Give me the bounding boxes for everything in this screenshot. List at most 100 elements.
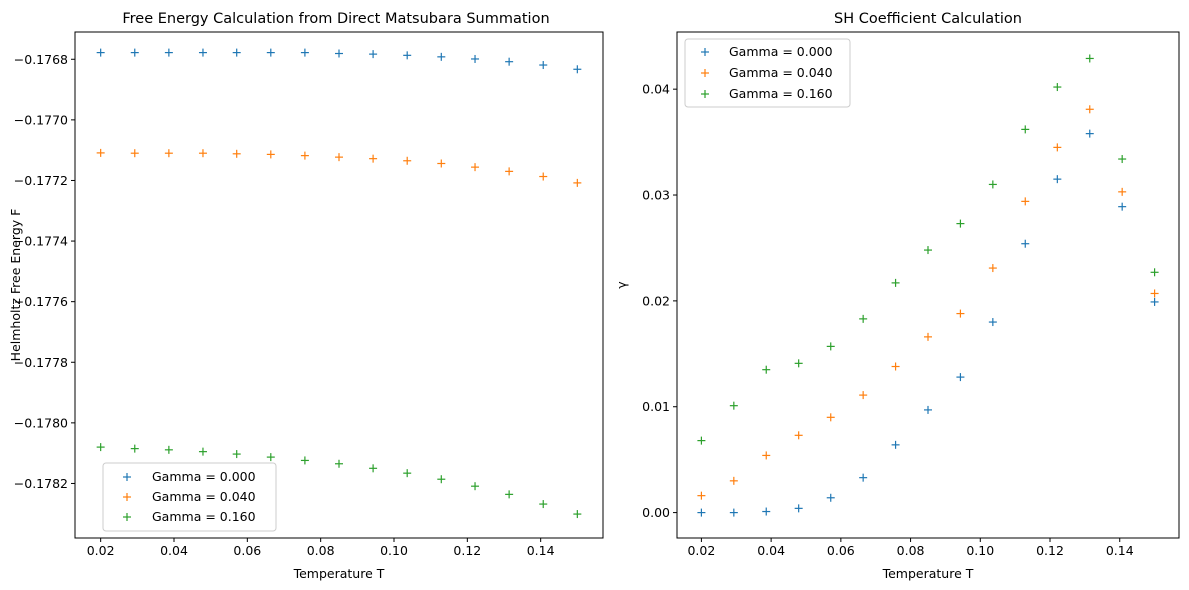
left-plot-frame	[74, 31, 604, 539]
right-point-series-2	[697, 436, 706, 445]
right-legend-box	[684, 38, 851, 108]
left-chart-panel: Free Energy Calculation from Direct Mats…	[8, 11, 604, 581]
left-legend-label-gamma-000: Gamma = 0.000	[152, 469, 256, 484]
right-point-series-2	[891, 278, 900, 287]
left-point-series-1	[369, 154, 378, 163]
left-point-series-2	[300, 456, 309, 465]
right-point-series-1	[924, 332, 932, 341]
right-point-series-2	[826, 342, 835, 351]
right-x-tick-label: 0.10	[966, 543, 994, 558]
right-chart-panel: SH Coefficient Calculation 0.02 0.04 0.06 0…	[614, 11, 1180, 581]
left-point-series-2	[403, 469, 412, 478]
left-point-series-1	[130, 149, 139, 158]
right-y-tick-label: 0.01	[642, 399, 670, 414]
left-chart-title: Free Energy Calculation from Direct Mats…	[122, 11, 549, 27]
left-point-series-1	[471, 163, 480, 172]
left-y-axis-label: Helmholtz Free Energy F	[8, 209, 23, 362]
left-point-series-2	[335, 459, 343, 468]
right-legend-label-gamma-040: Gamma = 0.040	[729, 65, 833, 80]
left-y-tick-label: −0.1778	[14, 355, 68, 370]
left-data-markers	[96, 48, 582, 519]
left-point-series-2	[164, 445, 173, 454]
right-x-axis-label: Temperature T	[882, 566, 974, 581]
left-point-series-0	[266, 48, 275, 57]
left-point-series-1	[266, 150, 275, 159]
right-point-series-0	[1053, 175, 1062, 184]
right-legend-marker-2	[701, 90, 709, 98]
right-point-series-1	[988, 264, 997, 273]
right-x-tick-label: 0.02	[687, 543, 715, 558]
left-x-tick-label: 0.04	[160, 543, 188, 558]
right-y-tick-label: 0.02	[642, 293, 670, 308]
right-point-series-1	[794, 431, 803, 440]
right-data-markers	[697, 54, 1159, 517]
left-point-series-1	[232, 149, 241, 158]
left-point-series-2	[573, 510, 582, 519]
left-legend-marker-0	[123, 473, 131, 481]
left-legend-box	[102, 462, 277, 532]
right-point-series-0	[729, 508, 738, 517]
left-y-tick-label: −0.1780	[14, 415, 68, 430]
right-point-series-1	[1118, 187, 1127, 196]
right-point-series-2	[1150, 268, 1159, 277]
left-x-tick-label: 0.02	[87, 543, 115, 558]
right-point-series-0	[859, 473, 868, 482]
right-x-tick-label: 0.12	[1036, 543, 1064, 558]
left-point-series-0	[573, 65, 582, 74]
right-point-series-2	[859, 314, 868, 323]
right-x-tick-label: 0.08	[897, 543, 925, 558]
right-point-series-1	[762, 451, 771, 460]
left-point-series-0	[164, 48, 173, 57]
left-legend-marker-1	[123, 493, 131, 501]
left-point-series-1	[539, 172, 548, 181]
left-point-series-0	[437, 52, 446, 61]
right-point-series-2	[794, 359, 803, 368]
right-point-series-1	[956, 309, 965, 318]
left-point-series-0	[335, 49, 343, 58]
left-point-series-2	[266, 453, 275, 462]
left-y-tick-label: −0.1774	[14, 234, 68, 249]
right-point-series-1	[1150, 289, 1159, 298]
right-point-series-2	[1053, 83, 1062, 92]
left-legend-label-gamma-160: Gamma = 0.160	[152, 509, 256, 524]
left-point-series-1	[198, 149, 207, 158]
right-point-series-0	[826, 493, 835, 502]
right-y-tick-label: 0.00	[642, 505, 670, 520]
left-point-series-2	[232, 450, 241, 459]
right-point-series-1	[1053, 143, 1062, 152]
right-legend-markers	[701, 48, 709, 98]
left-point-series-2	[437, 475, 446, 484]
left-point-series-0	[403, 51, 412, 60]
right-point-series-0	[924, 405, 932, 414]
left-point-series-0	[232, 48, 241, 57]
left-point-series-0	[471, 54, 480, 63]
right-legend-label-gamma-160: Gamma = 0.160	[729, 86, 833, 101]
right-point-series-0	[1150, 297, 1159, 306]
left-point-series-0	[130, 48, 139, 57]
right-legend-marker-0	[701, 48, 709, 56]
right-legend-label-gamma-000: Gamma = 0.000	[729, 44, 833, 59]
left-y-tick-label: −0.1776	[14, 294, 68, 309]
right-point-series-0	[794, 504, 803, 513]
left-point-series-2	[539, 500, 548, 509]
left-point-series-1	[96, 148, 105, 157]
right-point-series-1	[729, 476, 738, 485]
left-legend-marker-2	[123, 513, 131, 521]
right-point-series-0	[988, 318, 997, 327]
left-x-tick-label: 0.14	[527, 543, 555, 558]
left-y-tick-label: −0.1768	[14, 52, 68, 67]
right-point-series-0	[891, 440, 900, 449]
left-legend-label-gamma-040: Gamma = 0.040	[152, 489, 256, 504]
right-point-series-0	[1021, 239, 1030, 248]
left-point-series-1	[505, 167, 514, 176]
right-point-series-2	[1021, 125, 1030, 134]
right-legend: Gamma = 0.000 Gamma = 0.040 Gamma = 0.16…	[684, 38, 851, 108]
left-point-series-0	[96, 48, 105, 57]
left-point-series-2	[130, 444, 139, 453]
left-point-series-2	[471, 482, 480, 491]
left-y-tick-label: −0.1770	[14, 112, 68, 127]
left-point-series-2	[96, 443, 105, 452]
right-x-tick-label: 0.04	[757, 543, 785, 558]
left-x-axis-label: Temperature T	[293, 566, 385, 581]
left-x-tick-label: 0.10	[380, 543, 408, 558]
